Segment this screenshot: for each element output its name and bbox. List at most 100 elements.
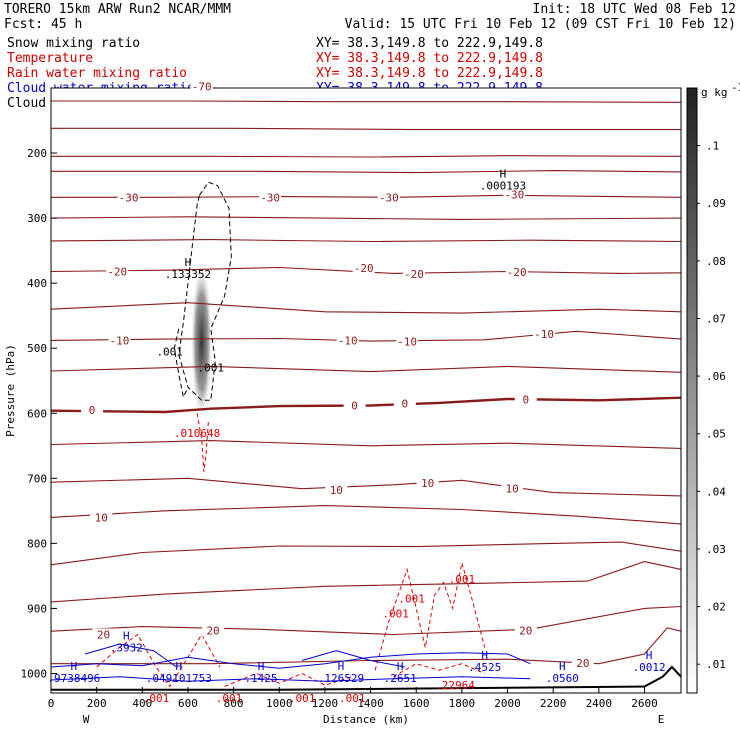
extremum-value: .0560 bbox=[546, 672, 579, 685]
isotherm-label: -20 bbox=[354, 262, 374, 275]
label-mask bbox=[416, 476, 439, 489]
isotherm bbox=[50, 365, 682, 373]
extremum-value: .001 bbox=[289, 692, 316, 705]
extremum-value: .049101753 bbox=[146, 672, 212, 685]
isotherm bbox=[50, 302, 682, 314]
extremum-value: .001 bbox=[449, 573, 476, 586]
isotherm-label: -70 bbox=[192, 81, 212, 94]
plot-frame bbox=[50, 87, 682, 694]
rain-contour bbox=[374, 562, 486, 671]
extremum-value: .001 bbox=[339, 692, 366, 705]
colorbar: .01 .02 .03 .04 .05 .06 .07 .08 .09 .1 g kg-1 bbox=[686, 81, 740, 694]
extremum-value: .126529 bbox=[318, 672, 364, 685]
y-tick-label: 300 bbox=[27, 212, 47, 225]
x-tick-label: 1800 bbox=[449, 697, 476, 710]
colorbar-tick-label: .08 bbox=[706, 255, 726, 268]
x-tick-label: 1000 bbox=[266, 697, 293, 710]
isotherm bbox=[51, 100, 682, 103]
y-tick-label: 600 bbox=[27, 407, 47, 420]
y-tick-label: 500 bbox=[27, 342, 47, 355]
x-tick-label: 2600 bbox=[631, 697, 658, 710]
isotherm-label: 10 bbox=[421, 477, 434, 490]
label-mask bbox=[202, 624, 225, 637]
extremum-value: .001 bbox=[216, 692, 243, 705]
colorbar-unit: g kg bbox=[701, 86, 728, 99]
label-mask bbox=[190, 80, 213, 93]
cloud-water-contour bbox=[85, 643, 177, 668]
y-tick-label: 900 bbox=[27, 602, 47, 615]
forecast-hour: Fcst: 45 h bbox=[4, 17, 82, 32]
isotherm-label: -20 bbox=[404, 268, 424, 281]
x-tick-label: 1200 bbox=[312, 697, 339, 710]
colorbar-tick-label: .06 bbox=[706, 370, 726, 383]
isotherm-label: 0 bbox=[401, 398, 408, 411]
isotherm bbox=[50, 477, 682, 497]
isotherm-label: -20 bbox=[507, 266, 527, 279]
colorbar-tick-label: .1 bbox=[706, 140, 719, 153]
label-mask bbox=[402, 268, 425, 281]
x-tick-label: 600 bbox=[178, 697, 198, 710]
snow-max-shading bbox=[190, 261, 213, 422]
isotherm-label: 10 bbox=[505, 483, 518, 496]
label-mask bbox=[81, 404, 104, 417]
y-tick-label: 400 bbox=[27, 277, 47, 290]
label-mask bbox=[514, 393, 537, 406]
x-tick-label: 0 bbox=[48, 697, 55, 710]
extremum-value: .001 bbox=[382, 608, 409, 621]
axes: 0 200 400 600 800 1000 1200 1400 1600 1800 2000 220… bbox=[4, 87, 682, 726]
label-mask bbox=[343, 399, 366, 412]
field-name: Temperature bbox=[7, 51, 93, 66]
rain-contour bbox=[393, 663, 485, 678]
header-title-line: TORERO 15km ARW Run2 NCAR/MMM bbox=[4, 2, 231, 17]
x-tick-label: 1400 bbox=[357, 697, 384, 710]
isotherm-label: 10 bbox=[330, 484, 343, 497]
label-mask bbox=[571, 657, 594, 670]
field-name: Rain water mixing ratio bbox=[7, 66, 187, 81]
extremum-value: .001 bbox=[156, 345, 183, 358]
extremum-marker: H bbox=[481, 649, 488, 662]
east-endpoint: E bbox=[658, 713, 665, 726]
isotherm-label: -10 bbox=[397, 336, 417, 349]
extremum-marker: H bbox=[176, 660, 183, 673]
label-mask bbox=[396, 335, 419, 348]
isotherm bbox=[50, 330, 682, 342]
field-xy-range: XY= 38.3,149.8 to 222.9,149.8 bbox=[316, 66, 543, 81]
west-endpoint: W bbox=[83, 713, 90, 726]
isotherm bbox=[50, 440, 682, 449]
isotherm-label: -30 bbox=[504, 189, 524, 202]
label-mask bbox=[90, 511, 113, 524]
x-tick-label: 2400 bbox=[586, 697, 613, 710]
colorbar-strip bbox=[686, 87, 698, 694]
rain-contour bbox=[224, 672, 353, 687]
plot-area bbox=[50, 88, 682, 693]
isotherm-label: -10 bbox=[534, 328, 554, 341]
x-tick-label: 2000 bbox=[494, 697, 521, 710]
plot-background bbox=[51, 88, 681, 693]
snow-contour bbox=[173, 328, 189, 399]
label-mask bbox=[393, 397, 416, 410]
extremum-marker: H bbox=[123, 629, 130, 642]
colorbar-tick-label: .04 bbox=[706, 485, 726, 498]
isotherm-label: -30 bbox=[379, 191, 399, 204]
extremum-value: .9738496 bbox=[47, 672, 100, 685]
isotherm-label: 10 bbox=[95, 511, 108, 524]
valid-time: Valid: 15 UTC Fri 10 Feb 12 (09 CST Fri … bbox=[345, 17, 736, 32]
colorbar-tick-label: .01 bbox=[706, 658, 726, 671]
extremum-value: .22964 bbox=[435, 679, 475, 692]
label-mask bbox=[505, 266, 528, 279]
isotherm bbox=[51, 127, 681, 131]
label-mask bbox=[501, 482, 524, 495]
extremum-marker: H bbox=[258, 660, 265, 673]
y-tick-label: 800 bbox=[27, 537, 47, 550]
extremum-value: .4525 bbox=[468, 661, 501, 674]
y-axis-title: Pressure (hPa) bbox=[4, 344, 17, 437]
x-axis-title: Distance (km) bbox=[323, 713, 409, 726]
label-mask bbox=[259, 191, 282, 204]
cloud-water-contour bbox=[301, 650, 405, 668]
label-mask bbox=[352, 262, 375, 275]
snow-contour bbox=[178, 181, 232, 401]
isotherm-label: 20 bbox=[97, 628, 110, 641]
extremum-value: .1425 bbox=[244, 672, 277, 685]
x-tick-label: 200 bbox=[87, 697, 107, 710]
colorbar-tick-label: .02 bbox=[706, 601, 726, 614]
